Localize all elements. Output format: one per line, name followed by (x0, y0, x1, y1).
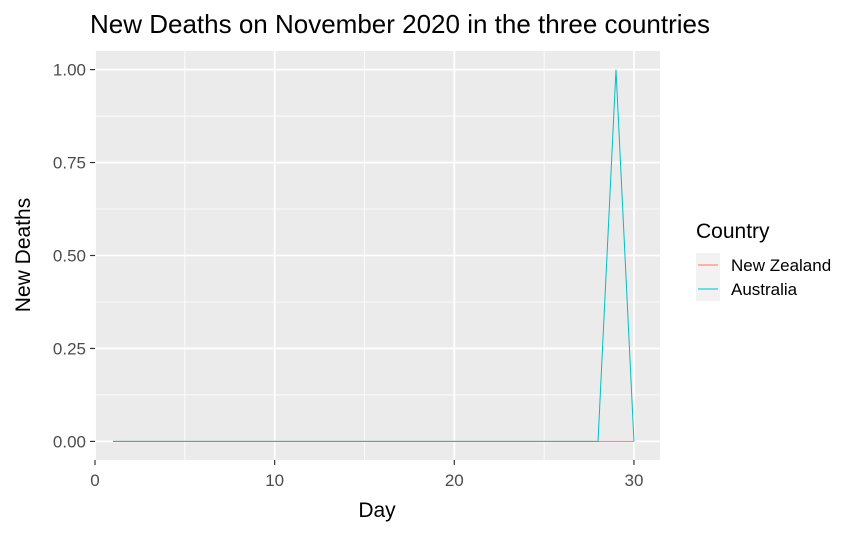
y-tick-label: 0.75 (53, 154, 86, 173)
legend-label: Australia (731, 280, 798, 299)
major-gridlines (94, 51, 660, 460)
y-axis-title: New Deaths (12, 198, 35, 312)
y-tick-label: 1.00 (53, 61, 86, 80)
legend-key-new-zealand (696, 253, 720, 277)
y-tick-label: 0.00 (53, 432, 86, 451)
legend-title: Country (696, 220, 770, 243)
chart-title: New Deaths on November 2020 in the three… (90, 9, 710, 39)
y-tick-label: 0.50 (53, 247, 86, 266)
x-tick-label: 30 (624, 471, 643, 490)
x-axis-title: Day (358, 499, 396, 522)
series-line-australia (112, 69, 635, 442)
legend-key-australia (696, 277, 720, 301)
x-tick-label: 0 (90, 471, 99, 490)
x-axis: 0 10 20 30 (90, 460, 643, 490)
legend-label: New Zealand (731, 256, 831, 275)
legend: Country New Zealand Australia (696, 220, 831, 301)
y-axis: 0.00 0.25 0.50 0.75 1.00 (53, 61, 95, 451)
x-tick-label: 20 (445, 471, 464, 490)
series-layer (112, 69, 635, 442)
y-tick-label: 0.25 (53, 339, 86, 358)
x-tick-label: 10 (265, 471, 284, 490)
legend-items: New Zealand Australia (696, 253, 831, 301)
